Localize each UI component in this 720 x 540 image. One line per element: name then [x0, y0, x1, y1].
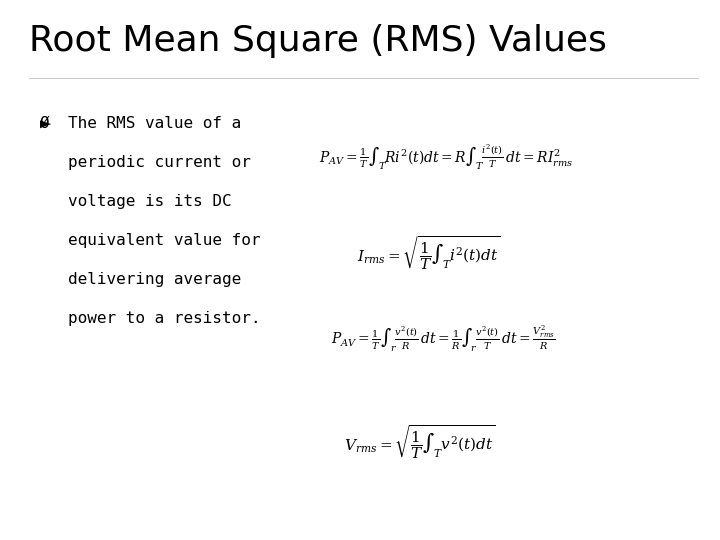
Text: power to a resistor.: power to a resistor.: [68, 310, 261, 326]
Text: equivalent value for: equivalent value for: [68, 233, 261, 248]
Text: periodic current or: periodic current or: [68, 155, 251, 170]
Text: Ø: Ø: [40, 116, 49, 131]
Text: delivering average: delivering average: [68, 272, 242, 287]
Text: Root Mean Square (RMS) Values: Root Mean Square (RMS) Values: [29, 24, 607, 58]
Text: $P_{AV} = \frac{1}{T}\int_T Ri^2(t)dt = R\int_T \frac{i^2(t)}{T}\,dt = RI^2_{rms: $P_{AV} = \frac{1}{T}\int_T Ri^2(t)dt = …: [319, 143, 574, 172]
Text: The RMS value of a: The RMS value of a: [68, 116, 242, 131]
Text: $P_{AV} = \frac{1}{T}\int_r \frac{v^2(t)}{R}\,dt = \frac{1}{R}\int_r \frac{v^2(t: $P_{AV} = \frac{1}{T}\int_r \frac{v^2(t)…: [330, 324, 555, 354]
Text: $V_{rms} = \sqrt{\dfrac{1}{T}\int_T v^2(t)dt}$: $V_{rms} = \sqrt{\dfrac{1}{T}\int_T v^2(…: [344, 424, 495, 462]
Text: ►: ►: [40, 116, 51, 131]
Text: $I_{rms} = \sqrt{\dfrac{1}{T}\int_T i^2(t)dt}$: $I_{rms} = \sqrt{\dfrac{1}{T}\int_T i^2(…: [357, 235, 500, 273]
Text: voltage is its DC: voltage is its DC: [68, 194, 232, 209]
